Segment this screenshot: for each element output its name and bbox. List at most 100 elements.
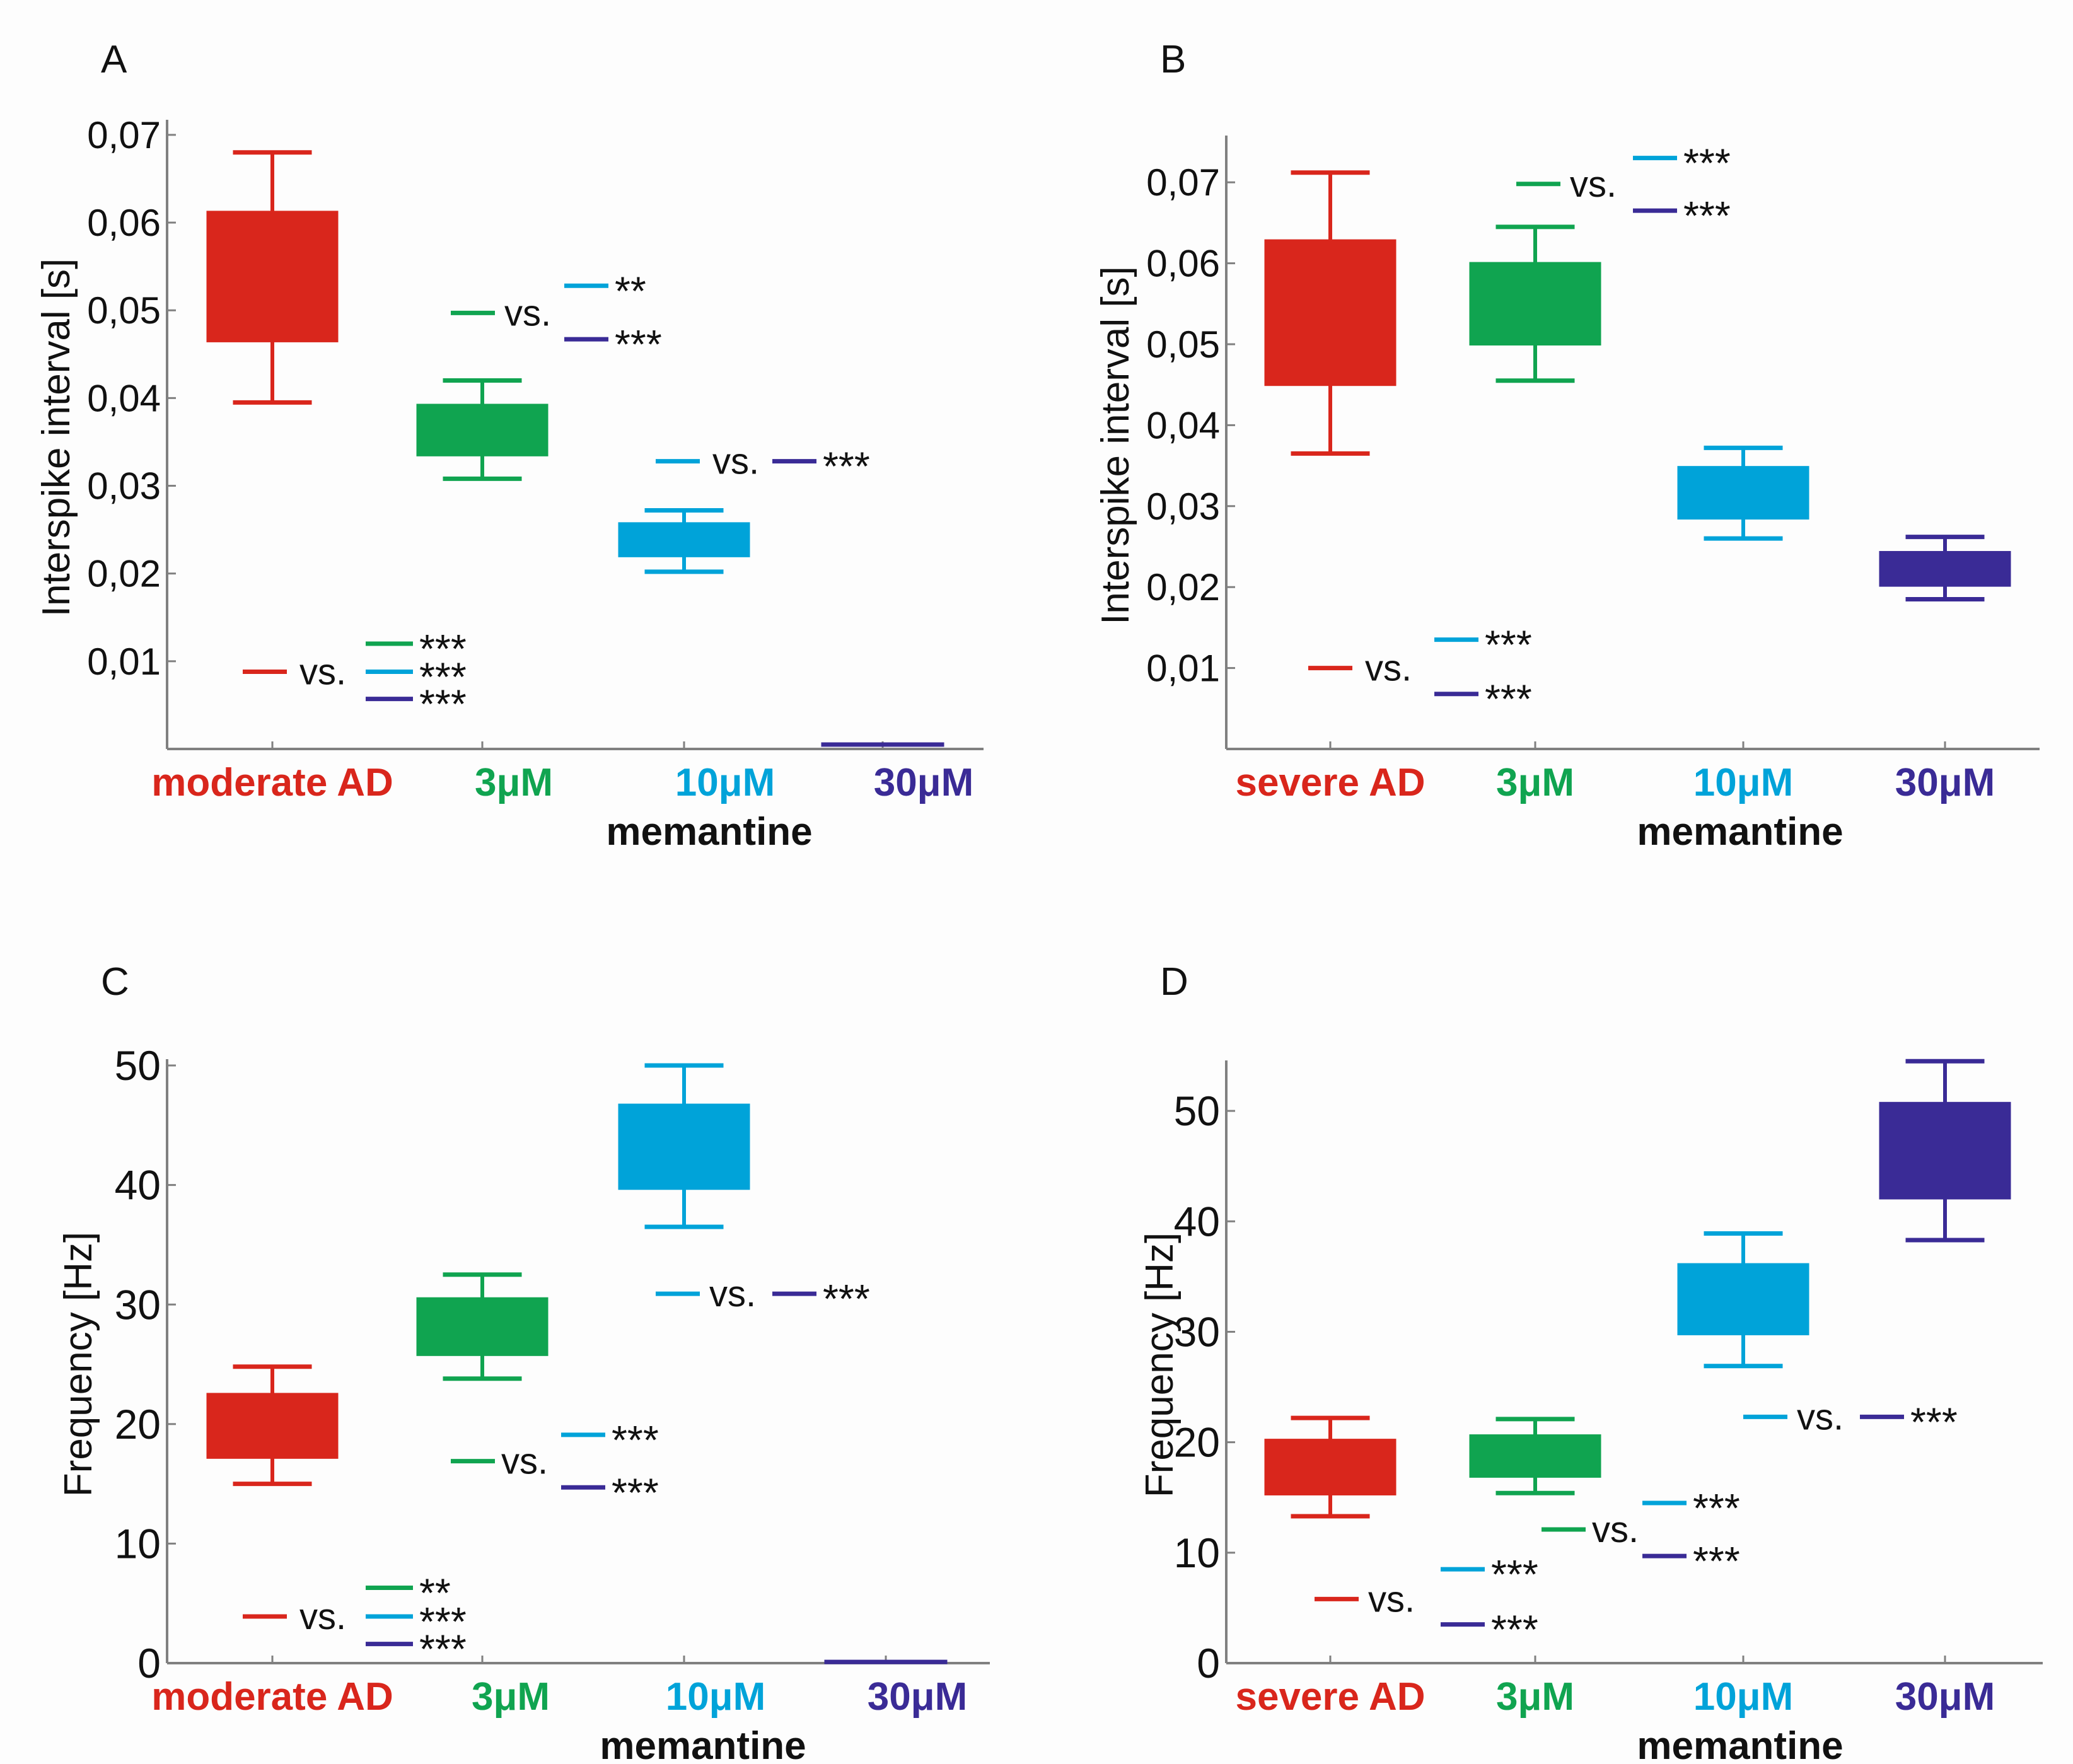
y-axis-label: Frequency [Hz] — [57, 1232, 100, 1497]
box-3 — [1677, 1231, 1809, 1369]
y-tick-label: 30 — [115, 1281, 161, 1328]
y-tick-label: 40 — [1174, 1198, 1220, 1245]
category-label: 10μM — [1693, 761, 1794, 804]
x-axis-label: memantine — [606, 810, 812, 854]
significance-group: vs.********* — [243, 626, 467, 727]
panel-c: C 0 10 20 30 40 50 Frequency [Hz] moderate AD 3μM… — [57, 960, 990, 1764]
vs-label: vs. — [1368, 1579, 1415, 1620]
significance-stars: *** — [419, 1599, 467, 1644]
box-body — [416, 403, 549, 456]
significance-group: vs. *** *** — [1542, 1485, 1740, 1584]
y-tick-label: 0,05 — [87, 289, 161, 332]
significance-group: vs.******** — [243, 1570, 467, 1672]
category-label: 10μM — [666, 1675, 766, 1719]
significance-group: vs. *** — [1743, 1396, 1958, 1444]
category-label: 30μM — [868, 1675, 968, 1719]
significance-stars: ** — [615, 268, 646, 313]
y-tick-label: 0,04 — [87, 377, 161, 419]
y-tick-label: 0,03 — [1146, 485, 1220, 528]
y-tick-label: 0,06 — [87, 202, 161, 244]
box-3 — [618, 508, 750, 574]
significance-stars: *** — [1491, 1552, 1538, 1597]
y-tick-label: 10 — [115, 1521, 161, 1567]
significance-stars: *** — [612, 1470, 659, 1515]
category-label: 30μM — [1895, 1675, 1995, 1719]
significance-group: vs. *** *** — [1516, 141, 1731, 238]
panel-letter: D — [1160, 960, 1188, 1004]
box-3 — [618, 1063, 750, 1229]
y-tick-label: 0,05 — [1146, 323, 1220, 366]
significance-stars: *** — [612, 1417, 659, 1463]
significance-stars: *** — [615, 322, 662, 367]
category-label: 3μM — [1496, 1675, 1574, 1719]
significance-group: vs. *** *** — [1315, 1552, 1538, 1652]
y-tick-label: 10 — [1174, 1529, 1220, 1576]
box-body — [1264, 239, 1397, 386]
y-tick-label: 40 — [115, 1162, 161, 1209]
y-tick-label: 0,02 — [87, 553, 161, 595]
significance-group: vs. *** — [656, 441, 870, 489]
vs-label: vs. — [299, 652, 346, 693]
box-body — [1677, 466, 1809, 520]
significance-stars: *** — [419, 654, 467, 700]
significance-stars: *** — [1491, 1607, 1538, 1652]
x-axis-label: memantine — [600, 1724, 806, 1764]
category-label: 3μM — [472, 1675, 550, 1719]
y-tick-label: 0,04 — [1146, 404, 1220, 446]
y-tick-label: 30 — [1174, 1309, 1220, 1355]
box-body — [1469, 1434, 1601, 1478]
box-1 — [206, 150, 339, 405]
box-4 — [1879, 1059, 2011, 1243]
significance-stars: *** — [823, 444, 870, 489]
significance-stars: *** — [1683, 193, 1731, 238]
y-tick-label: 0,06 — [1146, 243, 1220, 285]
significance-group: vs. ***** — [451, 268, 662, 367]
vs-label: vs. — [1592, 1509, 1639, 1550]
significance-stars: *** — [419, 682, 467, 727]
vs-label: vs. — [1570, 164, 1617, 205]
box-2 — [416, 378, 549, 481]
vs-label: vs. — [1797, 1396, 1844, 1437]
y-axis-label: Interspike interval [s] — [1094, 266, 1137, 625]
significance-stars: *** — [1693, 1485, 1740, 1531]
box-body — [1677, 1263, 1809, 1335]
significance-group: vs. *** — [656, 1274, 870, 1321]
category-label: severe AD — [1235, 1675, 1425, 1719]
category-label: 30μM — [874, 761, 974, 804]
vs-label: vs. — [299, 1596, 346, 1637]
box-body — [618, 522, 750, 557]
panel-a: A 0,01 0,02 0,03 0,04 0,05 0,06 0,07 Interspike … — [35, 38, 984, 854]
category-label: moderate AD — [151, 1675, 393, 1719]
significance-stars: ** — [419, 1570, 451, 1616]
box-2 — [1469, 224, 1601, 383]
y-tick-label: 0,07 — [87, 114, 161, 156]
significance-stars: *** — [1485, 622, 1532, 668]
category-label: moderate AD — [151, 761, 393, 804]
significance-group: vs. *** *** — [451, 1417, 659, 1515]
box-1 — [206, 1364, 339, 1487]
category-label: severe AD — [1235, 761, 1425, 804]
box-1 — [1264, 170, 1397, 456]
x-axis-label: memantine — [1637, 1724, 1843, 1764]
category-label: 3μM — [1496, 761, 1574, 804]
box-1 — [1264, 1415, 1397, 1519]
panel-letter: B — [1160, 38, 1186, 81]
box-body — [1879, 1101, 2011, 1200]
y-tick-label: 50 — [1174, 1088, 1220, 1134]
box-2 — [1469, 1417, 1601, 1495]
panel-letter: A — [101, 38, 127, 81]
y-tick-label: 0,01 — [87, 641, 161, 683]
panel-b: B 0,01 0,02 0,03 0,04 0,05 0,06 0,07 Interspike … — [1094, 38, 2040, 854]
vs-label: vs. — [1365, 648, 1412, 689]
box-body — [618, 1103, 750, 1190]
vs-label: vs. — [709, 1274, 756, 1314]
significance-stars: *** — [1683, 141, 1731, 186]
panel-d: D 0 10 20 30 40 50 Frequency [Hz] severe AD 3μM 10… — [1138, 960, 2043, 1764]
category-label: 10μM — [1693, 1675, 1794, 1719]
significance-stars: *** — [1910, 1399, 1958, 1444]
y-axis-label: Frequency [Hz] — [1138, 1233, 1182, 1497]
significance-stars: *** — [1485, 676, 1532, 722]
significance-stars: *** — [1693, 1538, 1740, 1584]
